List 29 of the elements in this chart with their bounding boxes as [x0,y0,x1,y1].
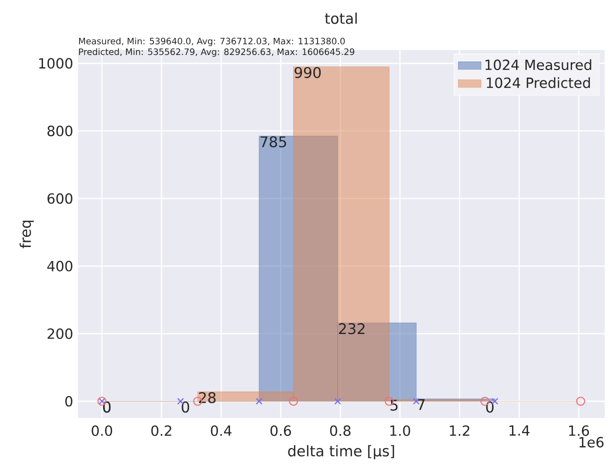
annotation: Predicted, Min: 535562.79, Avg: 829256.63, Max: 1606645.29 [79,48,354,57]
y-tick-label: 800 [48,126,72,136]
x-tick-label: 0.0 [92,425,112,436]
data-label: 0 [182,402,190,413]
text: Measured, Min: 539640.0, Avg: 736712.03, Max: 1131380.0 [79,38,345,46]
y-tick-label: 600 [48,193,72,204]
x-tick-label: 0.2 [151,425,172,436]
y-axis-title: freq [20,220,34,248]
x-tick-label: 1.2 [450,425,470,436]
legend-label: 1024 Predicted [486,77,590,88]
data-label: 785 [260,136,286,148]
x-axis-title: delta time [µs] [288,445,394,460]
text: 1e6 [580,437,604,448]
y-tick-label: 0 [65,396,72,407]
data-label: 990 [294,67,321,78]
x-tick-label: 0.8 [330,425,351,436]
y-tick-label: 1000 [39,58,72,69]
data-label: 28 [199,392,216,404]
x-tick-label: 1.0 [390,425,410,436]
legend-label: 1024 Measured [486,59,592,70]
data-label: 232 [339,323,364,334]
x-tick-label: 0.6 [270,425,291,436]
y-tick-label: 400 [47,260,72,272]
x-tick-label: 1.4 [510,425,530,436]
x-tick-label: 0.4 [210,425,232,436]
data-label: 7 [418,399,425,410]
y-tick-label: 200 [48,328,72,340]
chart-title: total [324,12,357,24]
x-tick-label: 1.6 [569,425,589,436]
